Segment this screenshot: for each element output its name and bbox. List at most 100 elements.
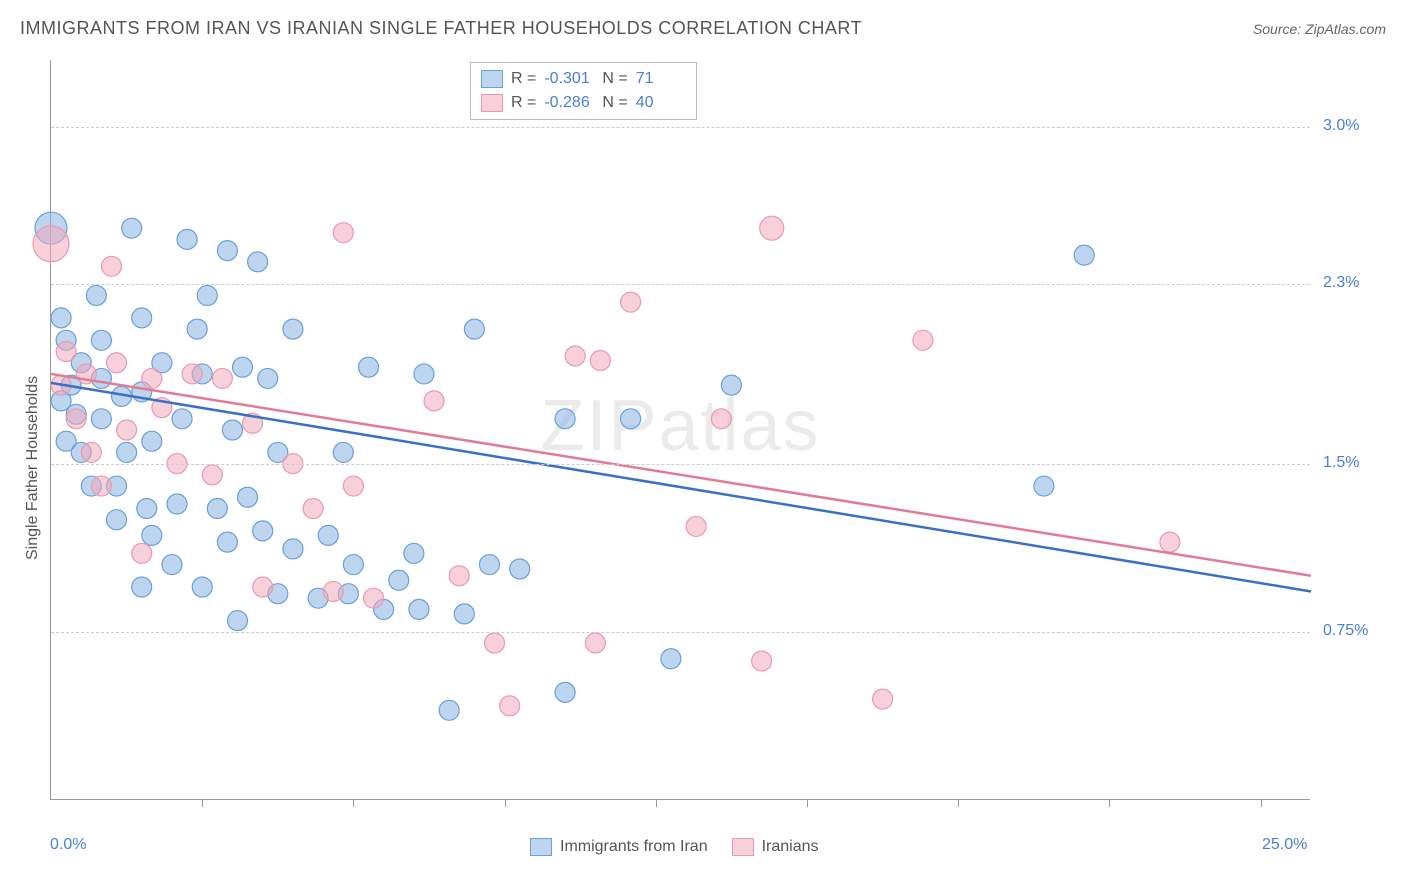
data-point	[343, 555, 363, 575]
legend-stats-box: R =-0.301N =71R =-0.286N =40	[470, 62, 697, 120]
source-label: Source:	[1253, 21, 1301, 37]
data-point	[142, 525, 162, 545]
title-bar: IMMIGRANTS FROM IRAN VS IRANIAN SINGLE F…	[20, 18, 1386, 39]
data-point	[479, 555, 499, 575]
data-point	[107, 353, 127, 373]
data-point	[364, 588, 384, 608]
data-point	[66, 409, 86, 429]
data-point	[142, 368, 162, 388]
gridline	[51, 127, 1310, 128]
data-point	[233, 357, 253, 377]
data-point	[86, 285, 106, 305]
data-point	[217, 532, 237, 552]
x-tick	[505, 799, 506, 807]
data-point	[404, 543, 424, 563]
x-tick	[202, 799, 203, 807]
data-point	[132, 577, 152, 597]
scatter-chart-svg	[51, 60, 1310, 799]
data-point	[454, 604, 474, 624]
chart-container: IMMIGRANTS FROM IRAN VS IRANIAN SINGLE F…	[0, 0, 1406, 892]
data-point	[343, 476, 363, 496]
data-point	[333, 223, 353, 243]
data-point	[182, 364, 202, 384]
data-point	[333, 442, 353, 462]
data-point	[585, 633, 605, 653]
x-tick	[1109, 799, 1110, 807]
data-point	[555, 409, 575, 429]
legend-stat-row: R = -0.286 N = 40	[481, 91, 686, 115]
data-point	[760, 216, 784, 240]
legend-item-immigrants: Immigrants from Iran	[530, 838, 708, 856]
data-point	[1074, 245, 1094, 265]
x-tick	[1261, 799, 1262, 807]
plot-area: ZIPatlas 0.75%1.5%2.3%3.0%	[50, 60, 1310, 800]
data-point	[162, 555, 182, 575]
source-value: ZipAtlas.com	[1305, 21, 1386, 37]
x-axis-min-label: 0.0%	[50, 836, 86, 854]
data-point	[485, 633, 505, 653]
data-point	[248, 252, 268, 272]
data-point	[621, 409, 641, 429]
data-point	[56, 431, 76, 451]
x-tick	[807, 799, 808, 807]
legend-N-label: N =	[602, 94, 627, 112]
data-point	[202, 465, 222, 485]
data-point	[51, 308, 71, 328]
y-tick-label: 2.3%	[1323, 274, 1359, 292]
data-point	[81, 442, 101, 462]
source-caption: Source: ZipAtlas.com	[1253, 21, 1386, 37]
data-point	[721, 375, 741, 395]
data-point	[107, 510, 127, 530]
data-point	[142, 431, 162, 451]
data-point	[192, 577, 212, 597]
data-point	[238, 487, 258, 507]
data-point	[439, 700, 459, 720]
y-tick-label: 1.5%	[1323, 454, 1359, 472]
gridline	[51, 284, 1310, 285]
data-point	[167, 494, 187, 514]
data-point	[91, 476, 111, 496]
data-point	[217, 241, 237, 261]
gridline	[51, 632, 1310, 633]
data-point	[500, 696, 520, 716]
legend-label: Iranians	[762, 838, 819, 856]
legend-R-label: R =	[511, 94, 536, 112]
data-point	[590, 350, 610, 370]
x-axis-max-label: 25.0%	[1262, 836, 1307, 854]
regression-line	[51, 374, 1311, 576]
gridline	[51, 464, 1310, 465]
data-point	[555, 682, 575, 702]
data-point	[117, 420, 137, 440]
data-point	[303, 498, 323, 518]
x-tick	[958, 799, 959, 807]
data-point	[424, 391, 444, 411]
x-tick	[656, 799, 657, 807]
data-point	[187, 319, 207, 339]
data-point	[222, 420, 242, 440]
legend-R-value: -0.301	[544, 70, 594, 88]
data-point	[359, 357, 379, 377]
data-point	[449, 566, 469, 586]
data-point	[177, 229, 197, 249]
data-point	[510, 559, 530, 579]
y-tick-label: 0.75%	[1323, 622, 1368, 640]
data-point	[283, 539, 303, 559]
data-point	[389, 570, 409, 590]
data-point	[132, 543, 152, 563]
data-point	[122, 218, 142, 238]
data-point	[661, 649, 681, 669]
data-point	[565, 346, 585, 366]
data-point	[913, 330, 933, 350]
data-point	[1160, 532, 1180, 552]
legend-swatch-icon	[481, 94, 503, 112]
data-point	[197, 285, 217, 305]
data-point	[212, 368, 232, 388]
data-point	[686, 516, 706, 536]
data-point	[1034, 476, 1054, 496]
legend-N-value: 40	[636, 94, 686, 112]
legend-item-iranians: Iranians	[732, 838, 819, 856]
data-point	[258, 368, 278, 388]
data-point	[207, 498, 227, 518]
legend-R-value: -0.286	[544, 94, 594, 112]
data-point	[253, 521, 273, 541]
